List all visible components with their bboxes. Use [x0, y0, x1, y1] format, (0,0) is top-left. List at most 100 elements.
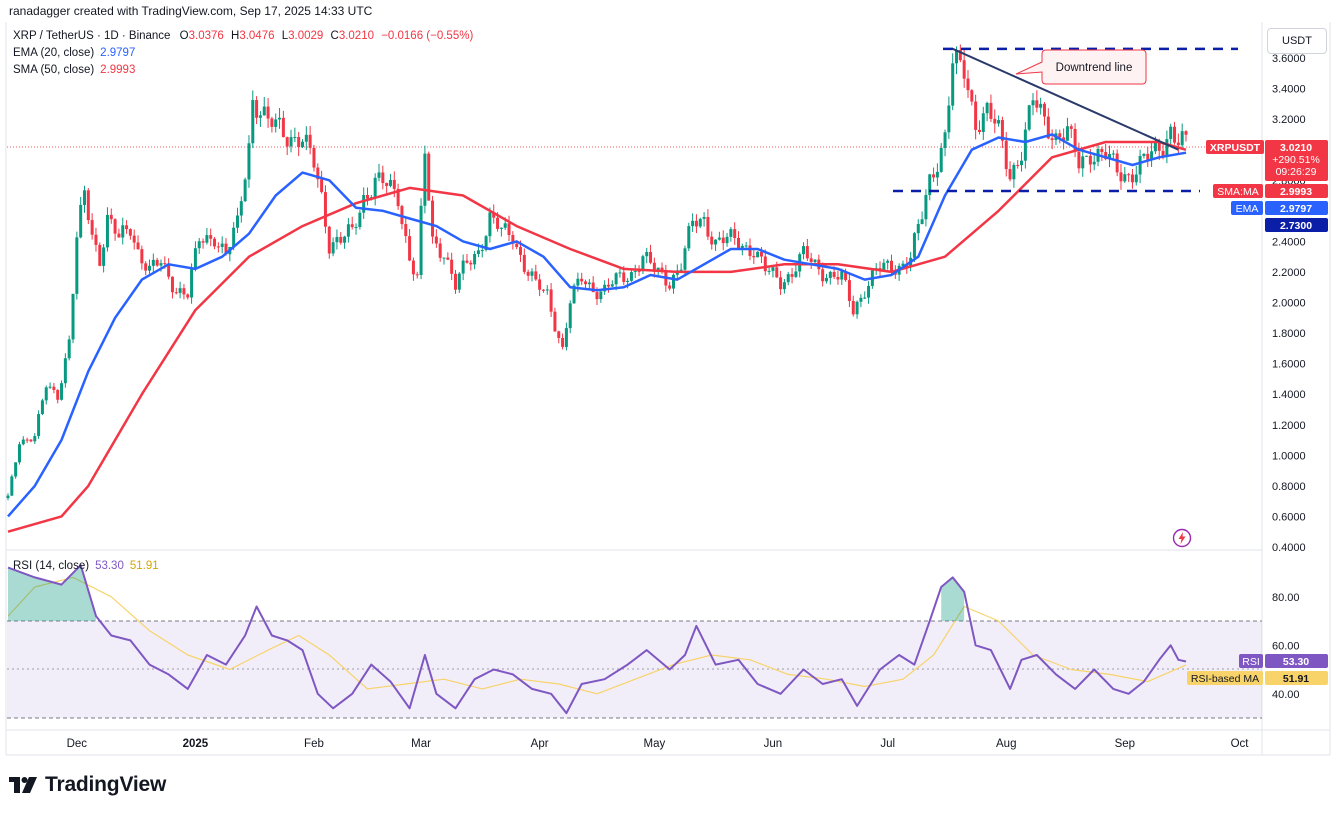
- candle-body: [235, 215, 239, 228]
- candle-body: [694, 220, 698, 227]
- candle-body: [1039, 103, 1043, 108]
- candle-body: [205, 235, 209, 243]
- candles: [6, 44, 1188, 501]
- candle-body: [752, 255, 756, 258]
- candle-body: [687, 226, 691, 249]
- price-tag-text: 3.0210: [1280, 142, 1312, 154]
- candle-body: [1165, 139, 1169, 157]
- rsi-ma-tag-box: [1265, 671, 1328, 685]
- price-tag-text: +290.51%: [1272, 154, 1320, 166]
- candle-body: [1023, 129, 1027, 161]
- price-tick-label: 1.8000: [1272, 328, 1306, 340]
- candle-body: [553, 311, 557, 332]
- candle-body: [786, 274, 790, 283]
- price-tick-label: 2.4000: [1272, 236, 1306, 248]
- candle-body: [1012, 164, 1016, 180]
- candle-body: [958, 50, 962, 61]
- candle-body: [431, 200, 435, 237]
- time-tick-label: Jun: [764, 738, 783, 750]
- candle-body: [29, 439, 33, 442]
- candle-body: [270, 118, 274, 127]
- candle-body: [1035, 100, 1039, 108]
- sma-50-line: [7, 140, 1187, 533]
- candle-body: [947, 105, 951, 133]
- price-tick-label: 1.6000: [1272, 359, 1306, 371]
- candle-body: [1123, 174, 1127, 182]
- ema-tag-label: EMA: [1236, 203, 1259, 215]
- candle-body: [671, 274, 675, 289]
- candle-body: [530, 271, 534, 276]
- candle-body: [1081, 156, 1085, 169]
- candle-body: [1000, 120, 1004, 141]
- downtrend-annotation: Downtrend line: [1015, 49, 1147, 85]
- candle-body: [6, 495, 10, 499]
- sma-legend: SMA (50, close) 2.9993: [13, 64, 135, 76]
- close-value: 3.0210: [338, 30, 374, 42]
- candle-body: [748, 245, 752, 256]
- candle-body: [461, 260, 465, 274]
- candle-body: [102, 247, 106, 266]
- candle-body: [385, 183, 389, 186]
- candle-body: [148, 265, 152, 271]
- candle-body: [660, 267, 664, 272]
- candle-body: [251, 100, 255, 144]
- candle-body: [174, 292, 178, 294]
- candle-body: [354, 227, 358, 229]
- symbol-tag-text: XRPUSDT: [1210, 142, 1261, 154]
- candle-body: [997, 120, 1001, 124]
- candle-body: [136, 242, 140, 250]
- symbol-name: XRP / TetherUS · 1D · Binance: [13, 30, 171, 42]
- candle-body: [1062, 137, 1066, 141]
- candle-body: [584, 281, 588, 285]
- candle-body: [511, 235, 515, 244]
- candle-body: [496, 217, 500, 229]
- candle-body: [775, 267, 779, 278]
- time-tick-label: Feb: [304, 738, 324, 750]
- candle-body: [576, 278, 580, 286]
- rsi-value: 53.30: [95, 560, 124, 572]
- candle-body: [40, 400, 44, 415]
- candle-body: [320, 179, 324, 193]
- candle-body: [480, 250, 484, 252]
- candle-body: [824, 277, 828, 282]
- candle-body: [912, 233, 916, 258]
- candle-body: [935, 171, 939, 178]
- rsi-tick-label: 80.00: [1272, 592, 1300, 604]
- candle-body: [580, 278, 584, 282]
- candle-body: [488, 212, 492, 237]
- rsi-tag-label-box: [1239, 654, 1263, 668]
- candle-body: [534, 271, 538, 280]
- candle-body: [1065, 126, 1069, 141]
- candle-body: [507, 223, 511, 236]
- candle-body: [782, 282, 786, 290]
- lightning-icon[interactable]: [1172, 528, 1192, 548]
- candle-body: [86, 190, 90, 221]
- ema-20-line: [7, 133, 1187, 518]
- candle-body: [209, 235, 213, 239]
- high-label: H: [231, 30, 240, 42]
- time-tick-label: Sep: [1115, 738, 1135, 750]
- candle-body: [645, 251, 649, 257]
- price-tick-label: 0.6000: [1272, 511, 1306, 523]
- downtrend-line: [952, 47, 1179, 151]
- low-label: L: [281, 30, 289, 42]
- candle-body: [832, 271, 836, 277]
- candle-body: [974, 101, 978, 130]
- candle-body: [163, 263, 167, 265]
- candle-body: [993, 118, 997, 124]
- candle-body: [794, 271, 798, 277]
- candle-body: [890, 260, 893, 272]
- candle-body: [920, 219, 924, 225]
- candle-body: [867, 285, 871, 298]
- open-label: O: [179, 30, 189, 42]
- candle-body: [453, 273, 457, 290]
- sma-tag-label-box: [1213, 184, 1263, 198]
- candle-body: [549, 289, 553, 312]
- candle-body: [1104, 152, 1108, 160]
- candle-body: [44, 387, 48, 401]
- sma-label: SMA (50, close): [13, 64, 95, 76]
- currency-button[interactable]: USDT: [1267, 28, 1327, 54]
- candle-body: [331, 242, 335, 254]
- candle-body: [691, 220, 695, 227]
- candle-body: [419, 205, 423, 275]
